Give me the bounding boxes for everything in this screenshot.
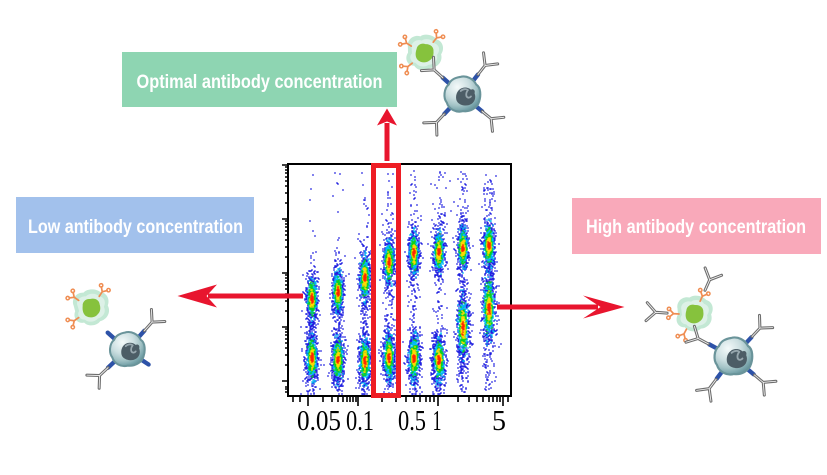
svg-text:1: 1 xyxy=(433,405,442,437)
svg-text:Optimal antibody concentration: Optimal antibody concentration xyxy=(137,72,383,93)
svg-text:Low antibody concentration: Low antibody concentration xyxy=(28,217,243,238)
svg-text:5: 5 xyxy=(492,405,506,437)
svg-text:0.5: 0.5 xyxy=(398,405,426,437)
svg-text:0.1: 0.1 xyxy=(346,405,374,437)
svg-text:High antibody concentration: High antibody concentration xyxy=(586,217,806,238)
svg-text:0.05: 0.05 xyxy=(297,405,341,437)
